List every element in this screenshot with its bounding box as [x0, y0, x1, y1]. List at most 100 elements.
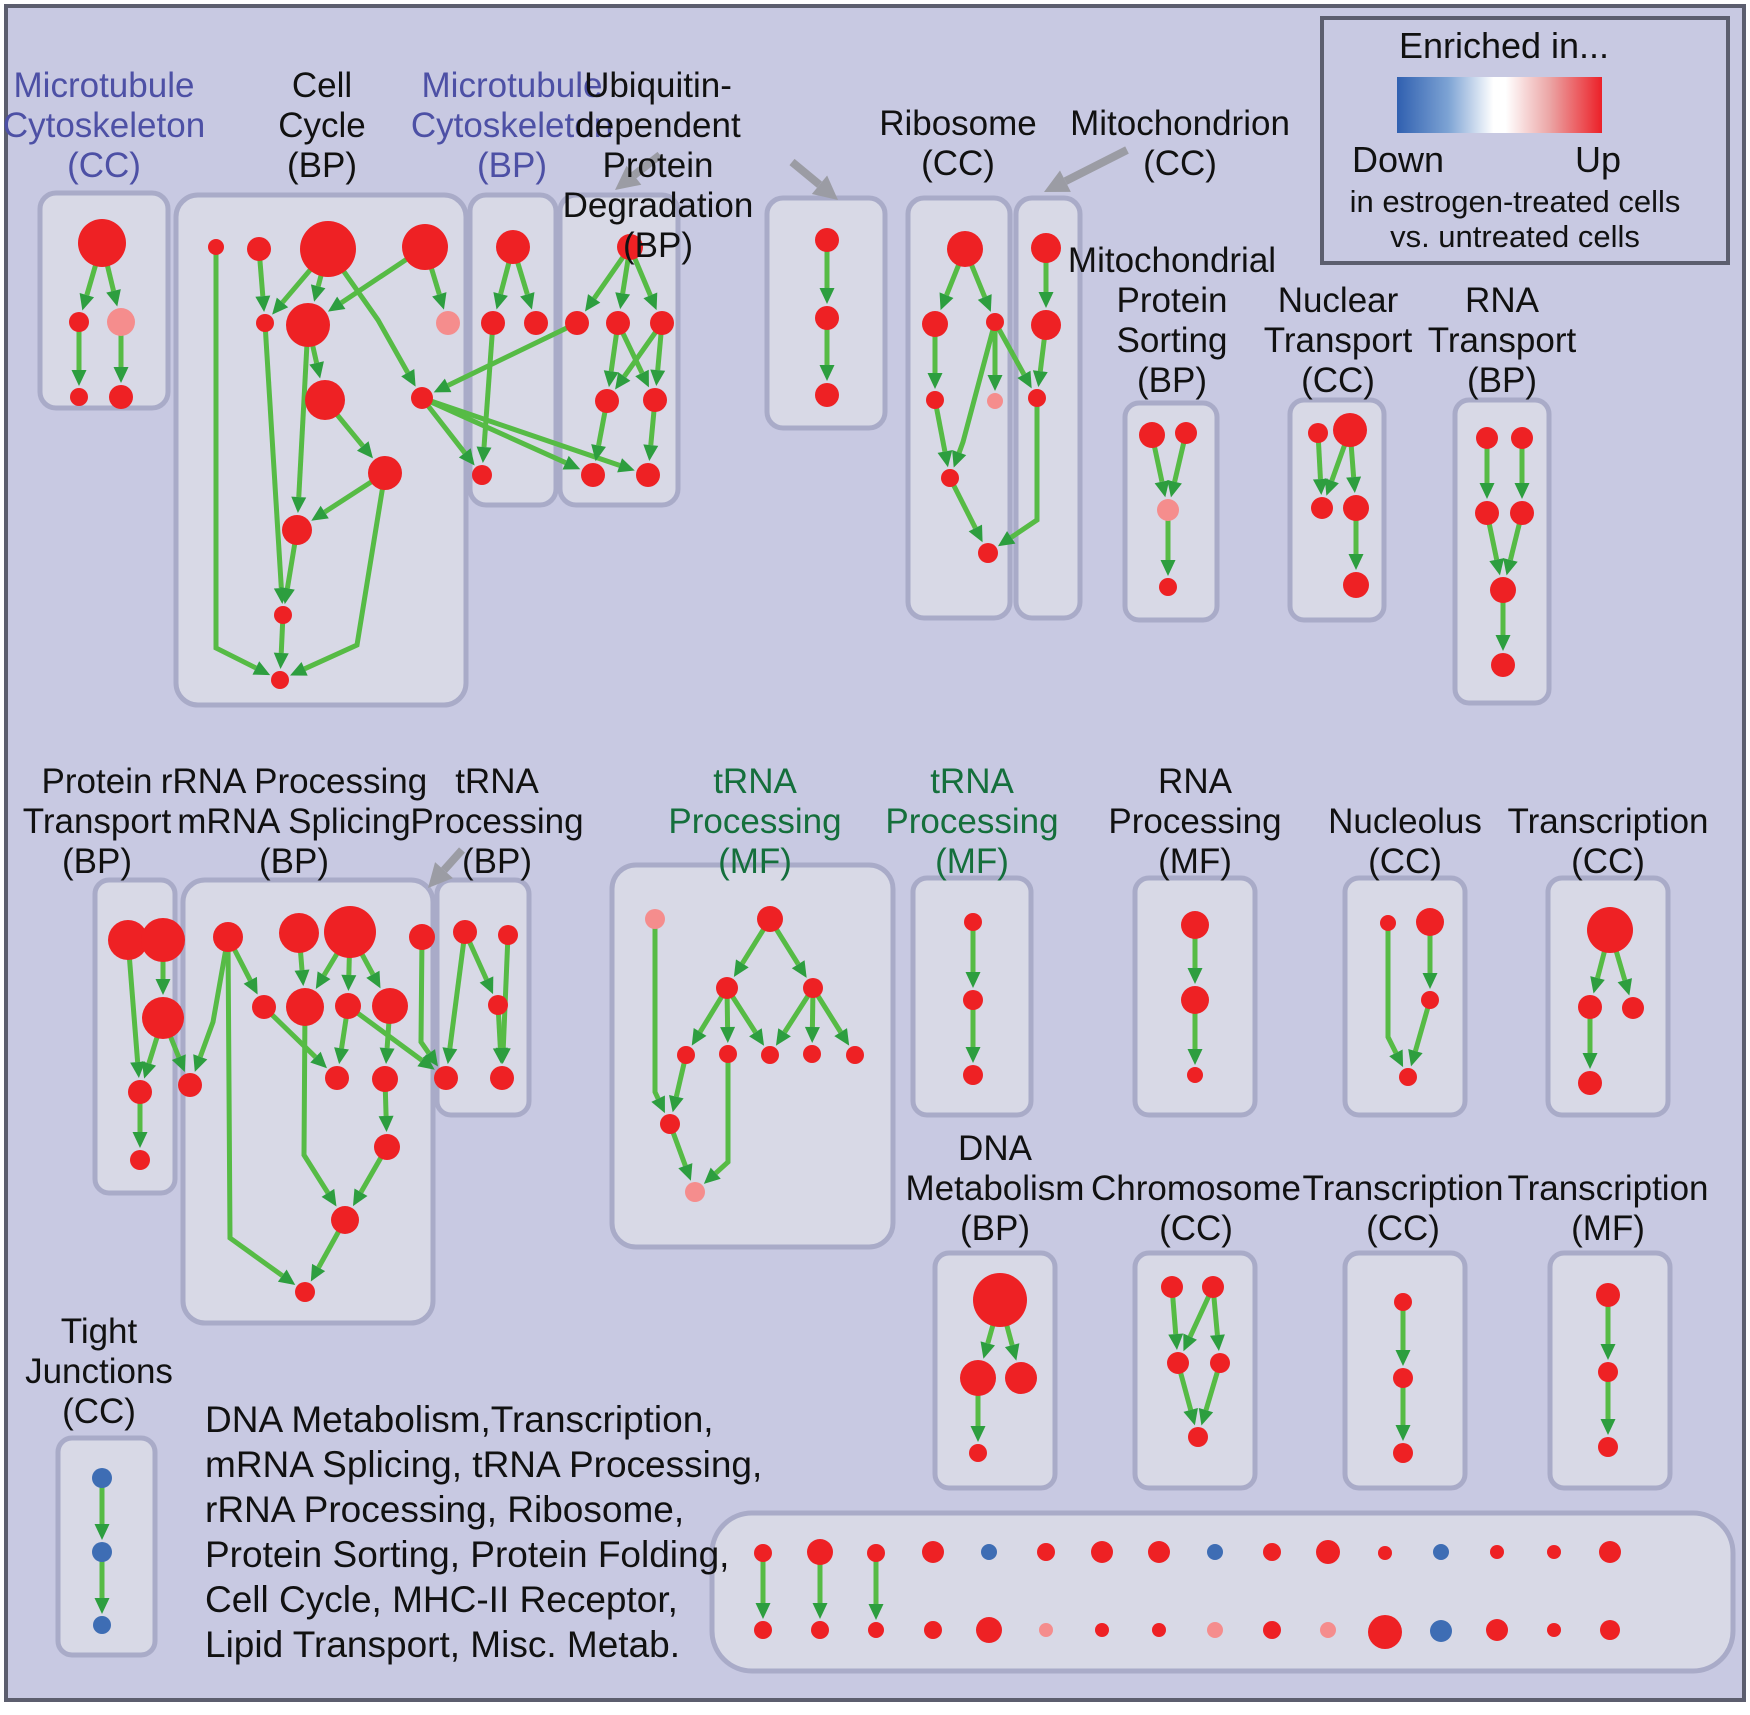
edge-line	[992, 320, 1027, 376]
gene-node	[976, 1617, 1002, 1643]
cluster-label: Metabolism	[906, 1169, 1085, 1208]
pointer-arrow-shaft	[1063, 146, 1129, 185]
edge-arrowhead	[132, 1132, 148, 1148]
gene-node	[1421, 991, 1439, 1009]
gene-node	[488, 995, 508, 1015]
gene-node	[960, 1360, 996, 1396]
edge-arrowhead	[130, 1061, 146, 1079]
edge-line	[447, 931, 468, 1049]
gene-node	[252, 995, 276, 1019]
edge-arrowhead	[720, 1026, 736, 1044]
edge-arrowhead	[71, 370, 87, 386]
cluster-label: Microtubule	[14, 66, 195, 105]
gene-node	[1311, 497, 1333, 519]
cluster-label: mRNA Splicing	[177, 802, 410, 841]
edge-arrowhead	[591, 444, 606, 462]
gene-node	[1263, 1543, 1281, 1561]
gene-node	[947, 231, 983, 267]
gene-node	[1167, 1352, 1189, 1374]
gene-node	[1157, 499, 1179, 521]
gene-node	[1343, 495, 1369, 521]
gene-node	[1333, 413, 1367, 447]
gene-node	[922, 1541, 944, 1563]
gene-node	[1139, 422, 1165, 448]
gene-node	[1031, 233, 1061, 263]
edge-arrowhead	[1600, 1419, 1616, 1435]
cluster-label: Transport	[23, 802, 172, 841]
edge-arrowhead	[290, 661, 308, 676]
gene-node	[274, 606, 292, 624]
gene-node	[300, 221, 356, 277]
gene-node	[1598, 1437, 1618, 1457]
gene-node	[1433, 1544, 1449, 1560]
edge-arrowhead	[94, 1524, 110, 1540]
edge-arrowhead	[1198, 1408, 1214, 1426]
gene-node	[1037, 1543, 1055, 1561]
gene-node	[368, 456, 402, 490]
gene-node	[1378, 1546, 1392, 1560]
edge-arrowhead	[356, 441, 373, 459]
edge-arrowhead	[79, 293, 95, 311]
edge-arrowhead	[603, 370, 619, 388]
gene-node	[286, 303, 330, 347]
cluster-label: Mitochondrial	[1068, 241, 1276, 280]
pointer-arrows-layer	[428, 146, 1129, 888]
edge-line	[1009, 398, 1040, 540]
edge-line	[303, 472, 388, 672]
note-line: mRNA Splicing, tRNA Processing,	[205, 1444, 762, 1485]
pointer-arrowhead	[428, 862, 453, 888]
edge-arrowhead	[1395, 1350, 1411, 1366]
gene-node	[1416, 908, 1444, 936]
gene-node	[636, 463, 660, 487]
cluster-label: Nuclear	[1278, 281, 1399, 320]
edge-line	[447, 320, 579, 388]
gene-node	[1028, 389, 1046, 407]
gene-node	[867, 1544, 885, 1562]
cluster-label: Processing	[1108, 802, 1281, 841]
cluster-box	[180, 877, 436, 1326]
gene-node	[372, 1066, 398, 1092]
edge-arrowhead	[476, 446, 492, 464]
gene-node	[1394, 1293, 1412, 1311]
note-line: Protein Sorting, Protein Folding,	[205, 1534, 729, 1575]
edge-line	[481, 322, 496, 448]
cluster-label: (BP)	[1467, 361, 1537, 400]
edge-arrowhead	[562, 455, 581, 470]
cluster-label: tRNA	[713, 762, 797, 801]
gene-node	[1175, 422, 1197, 444]
gene-node	[409, 924, 435, 950]
edge-arrowhead	[417, 1054, 435, 1070]
cluster-label: Ribosome	[879, 104, 1037, 143]
gene-node	[411, 387, 433, 409]
cluster-label: Tight	[61, 1312, 138, 1351]
gene-node	[1039, 1623, 1053, 1637]
gene-node	[973, 1273, 1027, 1327]
edge-arrowhead	[243, 976, 258, 995]
edge-line	[418, 936, 431, 1055]
cluster-box	[1342, 875, 1468, 1118]
gene-node	[498, 925, 518, 945]
gene-node	[271, 671, 289, 689]
edge-arrowhead	[1187, 968, 1203, 984]
gene-node	[1587, 907, 1633, 953]
gene-node	[761, 1046, 779, 1064]
edge-arrowhead	[310, 1051, 327, 1069]
edge-arrowhead	[650, 369, 666, 387]
edge-arrowhead	[868, 1604, 884, 1620]
gene-node	[92, 1468, 112, 1488]
gene-node	[78, 219, 126, 267]
edge-line	[500, 934, 511, 1049]
gene-node	[335, 993, 361, 1019]
cluster-box	[1132, 1250, 1258, 1491]
cluster-labels-layer: MicrotubuleCytoskeleton(CC)CellCycle(BP)…	[3, 66, 1709, 1431]
gene-node	[606, 311, 630, 335]
gene-node	[650, 311, 674, 335]
legend-gradient-bar	[1397, 77, 1602, 133]
edge-arrowhead	[277, 1269, 296, 1285]
edge-arrowhead	[1479, 483, 1495, 499]
cluster-label: Sorting	[1117, 321, 1228, 360]
gene-node	[1393, 1443, 1413, 1463]
edge-arrowhead	[733, 959, 749, 977]
edge-arrowhead	[294, 969, 310, 987]
